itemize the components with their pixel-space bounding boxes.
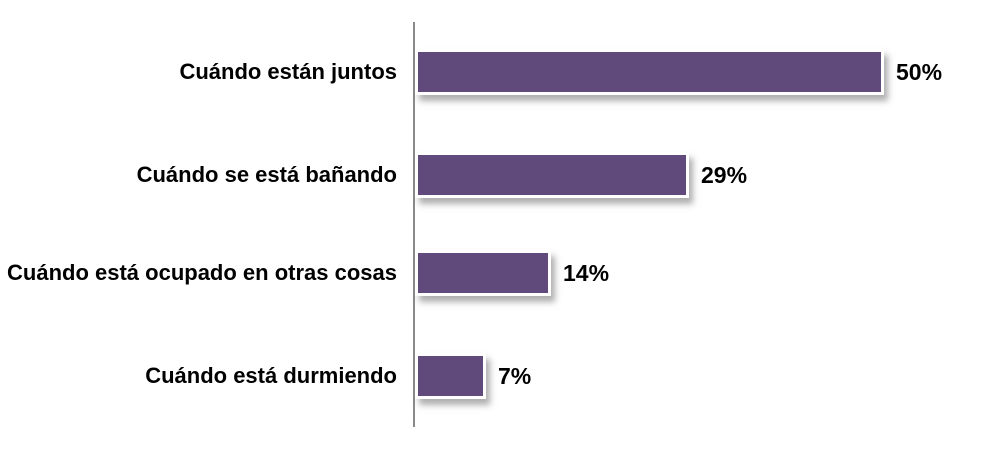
bar xyxy=(415,250,551,296)
bar xyxy=(415,353,486,399)
category-label: Cuándo está ocupado en otras cosas xyxy=(7,260,397,285)
bar-row: Cuándo están juntos 50% xyxy=(0,49,995,95)
value-label: 14% xyxy=(563,260,610,286)
bar-row: Cuándo está durmiendo 7% xyxy=(0,353,995,399)
category-label: Cuándo está durmiendo xyxy=(145,363,397,388)
category-label: Cuándo se está bañando xyxy=(136,162,397,187)
bar-row: Cuándo está ocupado en otras cosas 14% xyxy=(0,250,995,296)
category-label: Cuándo están juntos xyxy=(179,59,397,84)
value-label: 7% xyxy=(498,363,532,389)
bar xyxy=(415,152,689,198)
category-axis-line xyxy=(413,22,415,427)
value-label: 50% xyxy=(896,59,943,85)
bar-row: Cuándo se está bañando 29% xyxy=(0,152,995,198)
value-label: 29% xyxy=(701,162,748,188)
bar xyxy=(415,49,884,95)
